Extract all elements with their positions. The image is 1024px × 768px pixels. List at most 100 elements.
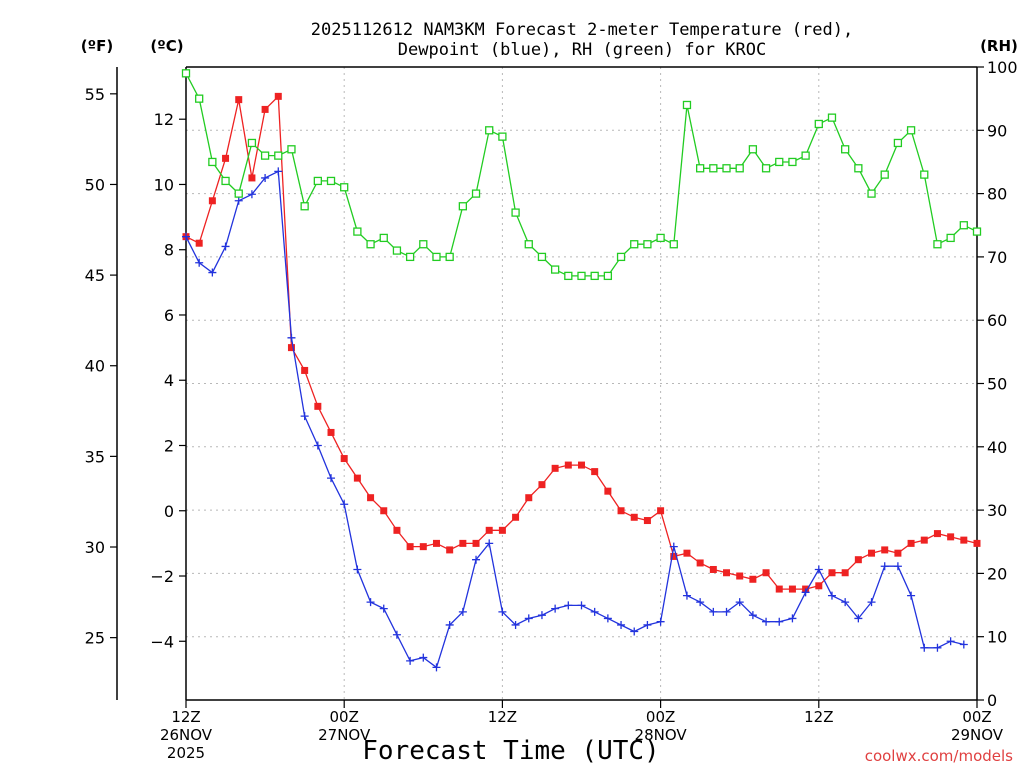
dewpoint-point [669,542,678,551]
rh-point [366,240,375,249]
temperature-point [287,344,295,352]
x-tick-year-label: 2025 [167,744,205,762]
rh-point [287,145,296,154]
rh-point [880,170,889,179]
dewpoint-point [762,617,771,626]
dewpoint-point [920,643,929,652]
rh-point [537,252,547,262]
rh-tick-label: 20 [987,564,1007,583]
temperature-point [933,530,941,538]
rh-point [761,164,771,173]
dewpoint-point [775,617,784,626]
temperature-point [525,494,533,502]
dewpoint-point [801,588,810,597]
dewpoint-point [340,500,349,509]
rh-tick-label: 70 [987,248,1007,267]
celsius-tick-label: 6 [164,306,174,325]
rh-point [959,221,968,230]
temperature-point [881,546,889,554]
rh-point [748,145,758,154]
rh-point [696,164,705,173]
rh-point [181,69,191,78]
temperature-point [432,539,440,547]
temperature-point [960,536,968,544]
celsius-tick-label: −4 [150,632,174,651]
temperature-point [564,461,572,469]
dewpoint-point [656,617,665,626]
x-tick-label: 00Z [646,708,675,726]
rh-point [274,151,283,160]
temperature-point [340,455,348,463]
rh-point [524,240,533,249]
rh-point [867,189,876,198]
rh-point [405,252,415,262]
temperature-point [894,549,902,557]
rh-point [906,126,916,135]
rh-point [946,233,955,243]
rh-tick-label: 90 [987,121,1007,140]
temperature-point [327,428,335,436]
temperature-point [551,464,559,472]
celsius-tick-label: 0 [164,502,174,521]
rh-point [788,157,797,167]
rh-point [419,240,428,249]
rh-point [972,227,982,236]
fahrenheit-axis-label: (ºF) [81,37,113,55]
temperature-point [512,513,520,521]
rh-point [564,271,573,281]
rh-tick-label: 0 [987,691,997,710]
rh-point [511,208,520,217]
temperature-point [907,539,915,547]
rh-point [300,202,309,211]
dewpoint-point [907,591,916,600]
rh-point [603,271,613,281]
rh-line [185,72,978,277]
plot-series [181,69,982,672]
rh-point [682,100,692,110]
temperature-point [406,543,414,551]
x-tick-date-label: 27NOV [318,726,371,744]
rh-point [458,202,468,211]
dewpoint-point [472,555,481,564]
temperature-point [854,556,862,564]
dewpoint-point [603,614,612,623]
dewpoint-point [722,607,731,616]
dewpoint-point [498,607,507,616]
dewpoint-point [287,333,296,342]
rh-point [893,138,903,148]
rh-point [313,176,322,186]
fahrenheit-tick-label: 45 [85,266,105,285]
celsius-tick-label: −2 [150,567,174,586]
dewpoint-point [458,607,467,616]
dewpoint-point [893,562,902,571]
rh-tick-label: 100 [987,58,1018,77]
temperature-point [393,526,401,534]
rh-point [379,233,388,243]
rh-tick-label: 80 [987,185,1007,204]
x-tick-label: 12Z [171,708,200,726]
temperature-point [841,569,849,577]
temperature-point [208,197,216,205]
rh-point [340,183,349,192]
celsius-tick-label: 8 [164,241,174,260]
rh-tick-label: 30 [987,501,1007,520]
temperature-point [630,513,638,521]
dewpoint-point [880,562,889,571]
rh-point [234,189,243,198]
rh-point [643,240,652,249]
x-tick-label: 12Z [804,708,833,726]
temperature-point [485,526,493,534]
temperature-point [947,533,955,541]
rh-point [485,126,494,135]
chart-title-line1: 2025112612 NAM3KM Forecast 2-meter Tempe… [311,20,853,40]
dewpoint-point [392,630,401,639]
rh-point [722,164,731,173]
temperature-point [670,552,678,560]
rh-tick-label: 50 [987,375,1007,394]
rh-point [208,157,217,167]
rh-point [195,94,204,103]
rh-point [775,157,784,167]
x-tick-date-label: 26NOV [160,726,213,744]
rh-point [392,246,402,255]
celsius-tick-label: 2 [164,436,174,455]
